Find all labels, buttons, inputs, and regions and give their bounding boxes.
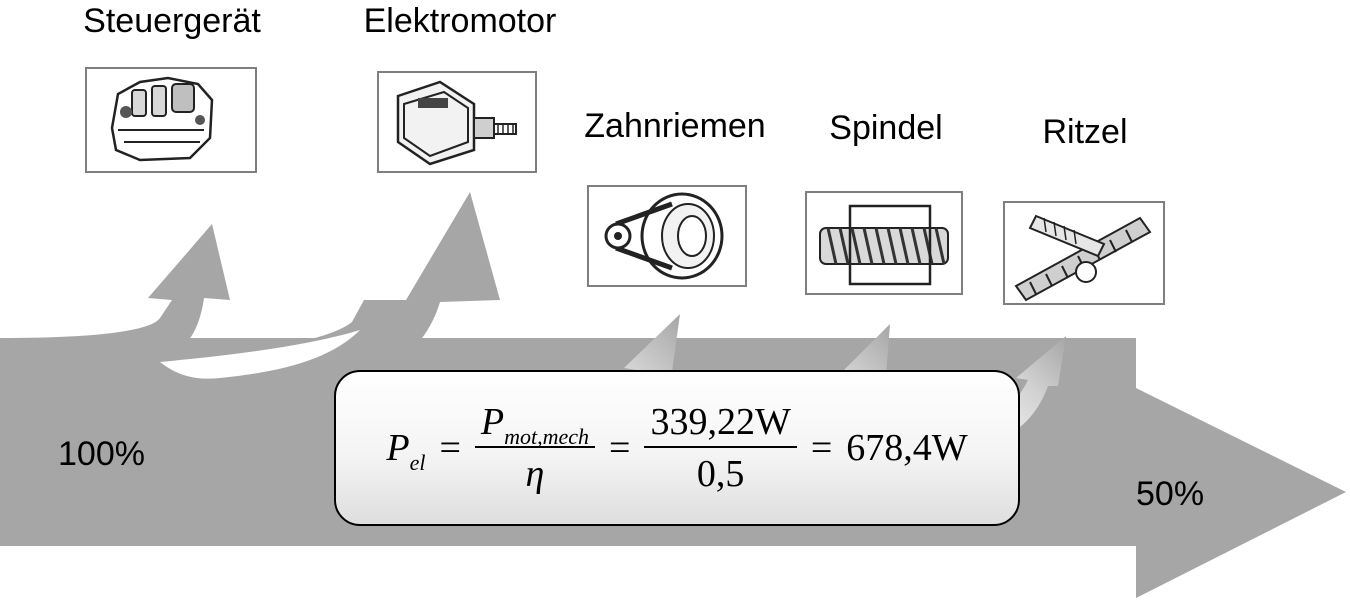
loss-arrow-ritzel [960,336,1066,446]
spindel-picture [805,191,963,295]
fraction-values-numerator: 339,22W [644,400,797,448]
mech-power-symbol: P [480,401,505,443]
steuergeraet-picture [85,67,257,173]
formula-result: 678,4W [846,427,968,469]
elektromotor-picture [377,71,537,173]
mech-power-subscript: mot,mech [504,424,590,449]
power-formula: Pel = Pmot,mech η = 339,22W 0,5 = 678,4W [386,400,967,496]
flow-separator [160,330,360,379]
equals-sign: = [810,427,833,469]
equals-sign: = [439,427,461,469]
label-spindel: Spindel [829,109,942,147]
formula-lhs-subscript: el [409,450,426,475]
zahnriemen-picture [587,185,747,287]
ritzel-picture [1003,201,1165,305]
label-zahnriemen: Zahnriemen [584,107,765,145]
formula-lhs: Pel [386,426,425,475]
input-percentage: 100% [58,435,145,473]
formula-lhs-symbol: P [386,427,410,469]
loss-arrow-zahnriemen [560,314,680,440]
fraction-values: 339,22W 0,5 [644,400,797,496]
efficiency-symbol: η [525,453,545,495]
loss-arrow-steuergeraet [0,224,230,380]
label-ritzel: Ritzel [1042,113,1127,151]
label-elektromotor: Elektromotor [364,2,557,40]
output-percentage: 50% [1136,475,1204,513]
label-steuergeraet: Steuergerät [83,2,261,40]
fraction-mech-power-numerator: Pmot,mech [474,400,596,449]
formula-box: Pel = Pmot,mech η = 339,22W 0,5 = 678,4W [334,370,1020,526]
loss-arrow-spindel [780,324,890,442]
loss-arrow-elektromotor [150,192,500,406]
fraction-mech-power: Pmot,mech η [474,400,596,496]
equals-sign: = [609,427,631,469]
fraction-values-denominator: 0,5 [696,453,745,495]
